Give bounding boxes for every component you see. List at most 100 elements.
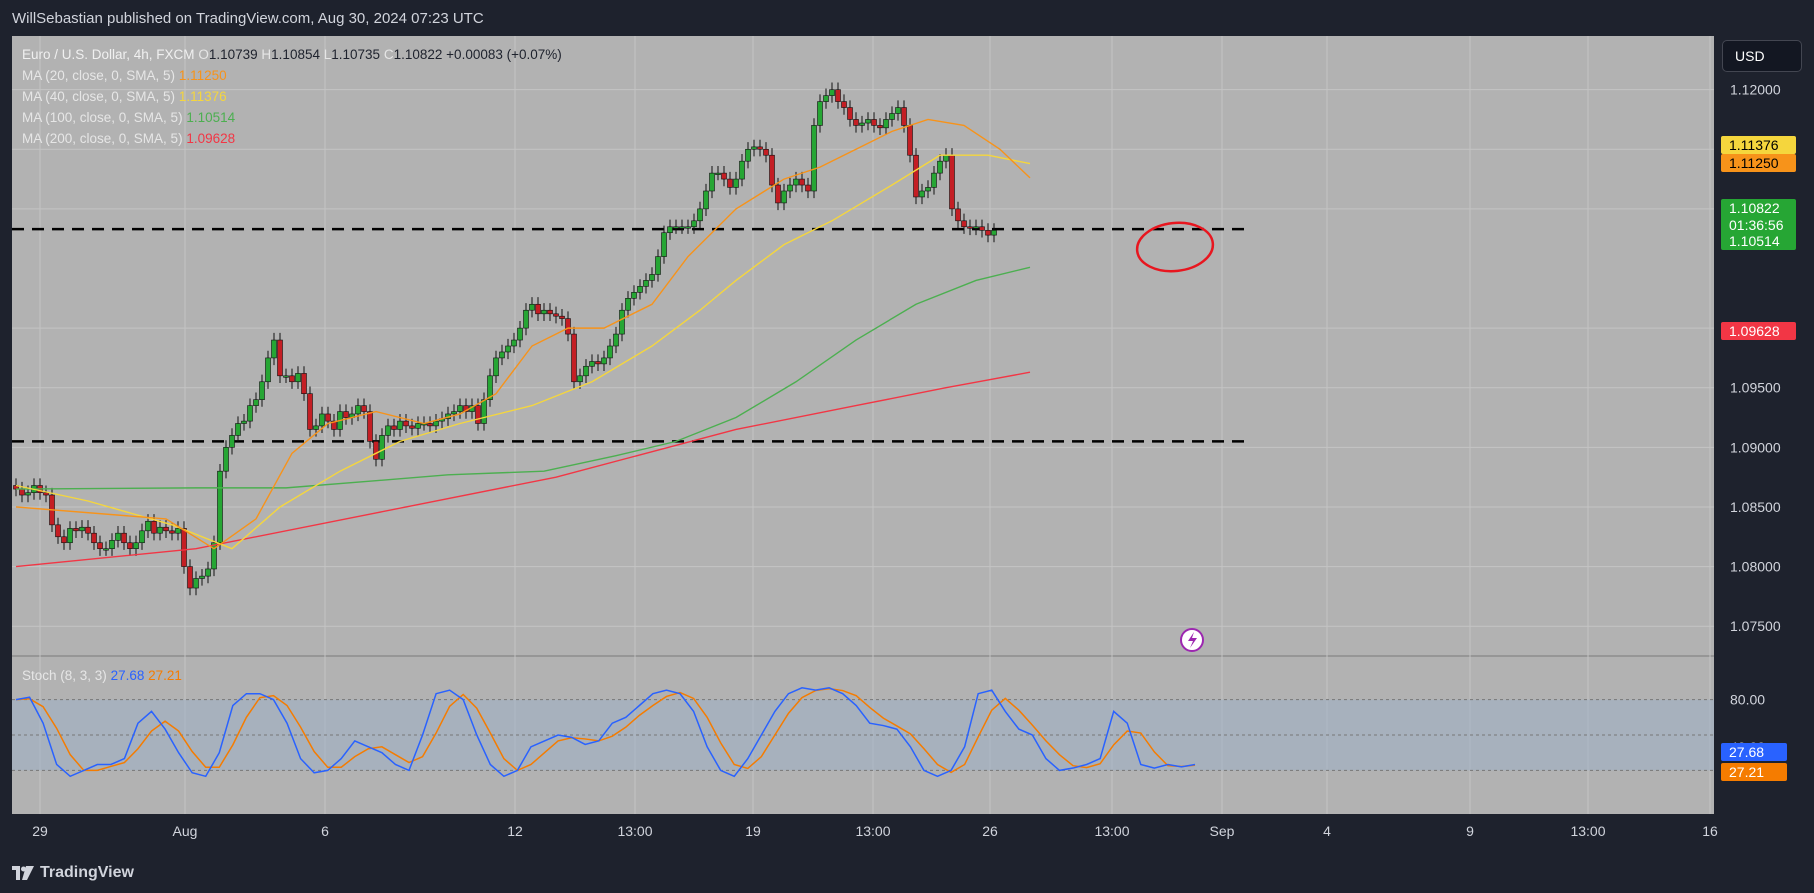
candle xyxy=(721,172,727,180)
y-tick-label: 1.08000 xyxy=(1730,559,1781,575)
price-chart[interactable]: 1.120001.115001.110001.100001.095001.090… xyxy=(0,36,1814,856)
stoch-badge-value: 27.21 xyxy=(1729,764,1764,780)
candle xyxy=(883,119,889,129)
y-tick-label: 1.12000 xyxy=(1730,82,1781,98)
candle xyxy=(277,339,283,377)
candle xyxy=(949,154,955,210)
candle xyxy=(781,190,787,204)
legend-ma20[interactable]: MA (20, close, 0, SMA, 5) 1.11250 xyxy=(22,65,562,86)
publish-info: WillSebastian published on TradingView.c… xyxy=(12,10,484,27)
candle xyxy=(793,178,799,186)
candle xyxy=(697,208,703,222)
candle xyxy=(739,160,745,180)
candle xyxy=(961,220,967,228)
candle xyxy=(715,172,721,175)
x-tick-label: 4 xyxy=(1323,823,1331,839)
candle xyxy=(955,208,961,222)
candle xyxy=(823,95,829,102)
y-tick-label: 1.09500 xyxy=(1730,380,1781,396)
x-tick-label: 13:00 xyxy=(617,823,652,839)
x-tick-label: 19 xyxy=(745,823,761,839)
candle xyxy=(577,375,583,383)
lightning-glyph xyxy=(1188,632,1197,648)
price-badge xyxy=(1721,154,1796,172)
close-value: 1.10822 xyxy=(393,47,443,62)
candle xyxy=(289,375,295,383)
candle xyxy=(991,230,997,236)
legend-ma100[interactable]: MA (100, close, 0, SMA, 5) 1.10514 xyxy=(22,107,562,128)
candle xyxy=(385,425,391,436)
candle xyxy=(499,351,505,359)
x-tick-label: 13:00 xyxy=(855,823,890,839)
candle xyxy=(97,542,103,549)
candle xyxy=(133,542,139,549)
ma100-label: MA (100, close, 0, SMA, 5) xyxy=(22,110,183,125)
legend-ma200[interactable]: MA (200, close, 0, SMA, 5) 1.09628 xyxy=(22,128,562,149)
candle xyxy=(91,532,97,544)
candle xyxy=(631,292,637,299)
candle xyxy=(193,578,199,589)
high-value: 1.10854 xyxy=(271,47,320,62)
candle xyxy=(427,423,433,427)
x-tick-label: 26 xyxy=(982,823,998,839)
stoch-badge-value: 27.68 xyxy=(1729,744,1764,760)
candle xyxy=(601,357,607,365)
symbol-name[interactable]: Euro / U.S. Dollar, 4h, FXCM xyxy=(22,47,195,62)
currency-button[interactable]: USD xyxy=(1722,40,1802,72)
candle xyxy=(79,526,85,532)
candle xyxy=(355,405,361,415)
stoch-legend[interactable]: Stoch (8, 3, 3) 27.68 27.21 xyxy=(22,668,182,683)
candle xyxy=(637,286,643,293)
candle xyxy=(265,357,271,383)
x-tick-label: 13:00 xyxy=(1570,823,1605,839)
candle xyxy=(205,568,211,577)
candle xyxy=(19,488,25,496)
x-tick-label: 6 xyxy=(321,823,329,839)
candle xyxy=(271,339,277,359)
legend-ma40[interactable]: MA (40, close, 0, SMA, 5) 1.11376 xyxy=(22,86,562,107)
candle xyxy=(865,119,871,124)
candle xyxy=(109,540,115,549)
candle xyxy=(25,492,31,496)
candle xyxy=(619,309,625,335)
candle xyxy=(787,184,793,192)
candle xyxy=(583,365,589,377)
candle xyxy=(487,375,493,400)
candle xyxy=(901,107,907,126)
stoch-badge xyxy=(1721,743,1787,761)
candle xyxy=(853,119,859,126)
candle xyxy=(835,89,841,102)
candle xyxy=(397,420,403,430)
candle xyxy=(343,411,349,418)
y-tick-label: 1.08500 xyxy=(1730,499,1781,515)
candle xyxy=(889,113,895,120)
candle xyxy=(661,232,667,257)
x-tick-label: 9 xyxy=(1466,823,1474,839)
candle xyxy=(169,530,175,534)
candle xyxy=(235,423,241,436)
candle xyxy=(103,548,109,551)
candle xyxy=(151,520,157,534)
candle xyxy=(685,226,691,229)
candle xyxy=(493,357,499,377)
candle xyxy=(391,425,397,430)
candle xyxy=(85,526,91,534)
stoch-d-line xyxy=(15,687,1196,774)
tradingview-logo-icon xyxy=(12,866,34,880)
candle xyxy=(301,373,307,394)
tradingview-brand[interactable]: TradingView xyxy=(12,864,134,882)
candle xyxy=(145,520,151,532)
candle xyxy=(157,526,163,534)
stoch-d-value: 27.21 xyxy=(148,668,182,683)
candle xyxy=(73,528,79,532)
ma20-value: 1.11250 xyxy=(178,68,227,83)
highlight-circle xyxy=(1135,221,1215,273)
candle xyxy=(709,172,715,192)
candle xyxy=(847,107,853,120)
candle xyxy=(325,413,331,422)
candle xyxy=(187,566,193,589)
ma20-label: MA (20, close, 0, SMA, 5) xyxy=(22,68,176,83)
candle xyxy=(667,226,673,234)
price-badge-value: 1.11250 xyxy=(1729,155,1779,171)
brand-name: TradingView xyxy=(40,864,134,881)
